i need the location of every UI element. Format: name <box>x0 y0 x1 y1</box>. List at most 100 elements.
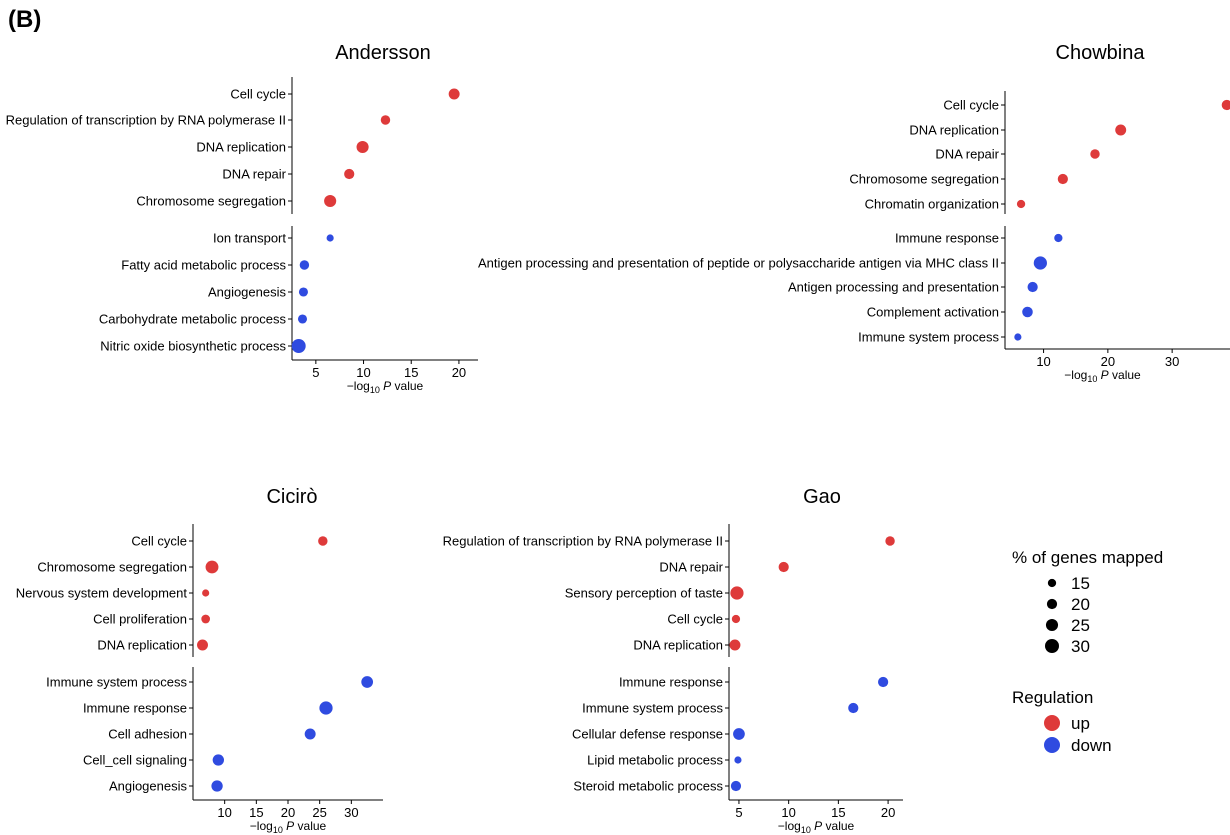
legend-color-dot <box>1044 737 1060 753</box>
x-tick-label: 20 <box>281 805 295 820</box>
term-label-down: Cell adhesion <box>108 727 187 742</box>
legend-size-label: 15 <box>1071 574 1090 593</box>
dot-down <box>326 234 334 242</box>
dot-up <box>730 586 744 600</box>
term-label-down: Immune response <box>619 675 723 690</box>
x-tick-label: 20 <box>881 805 895 820</box>
term-label-down: Antigen processing and presentation <box>788 280 999 295</box>
term-label-up: DNA replication <box>196 140 286 155</box>
dot-down <box>1027 281 1038 293</box>
x-tick-label: 10 <box>217 805 231 820</box>
term-label-down: Cell_cell signaling <box>83 753 187 768</box>
dot-up <box>448 88 460 100</box>
legend-size-dot <box>1046 598 1058 610</box>
term-label-down: Ion transport <box>213 231 286 246</box>
term-label-up: Sensory perception of taste <box>565 586 723 601</box>
term-label-down: Nitric oxide biosynthetic process <box>100 339 286 354</box>
x-tick-label: 5 <box>735 805 742 820</box>
dot-up <box>731 614 741 624</box>
term-label-down: Complement activation <box>867 305 999 320</box>
dot-up <box>380 115 391 125</box>
legend-color-label: down <box>1071 736 1112 755</box>
dot-up <box>885 536 895 546</box>
term-label-down: Fatty acid metabolic process <box>121 258 286 273</box>
dot-down <box>304 728 316 740</box>
term-label-up: Cell cycle <box>230 87 286 102</box>
term-label-up: Cell cycle <box>667 612 723 627</box>
x-axis-label: −log10 P value <box>347 379 424 395</box>
x-tick-label: 15 <box>249 805 263 820</box>
x-tick-label: 30 <box>344 805 358 820</box>
term-label-up: DNA replication <box>909 123 999 138</box>
x-axis-label: −log10 P value <box>250 819 327 835</box>
term-label-up: Cell cycle <box>943 98 999 113</box>
x-tick-label: 15 <box>404 365 418 380</box>
legend-size-title: % of genes mapped <box>1012 548 1163 567</box>
dot-down <box>319 701 333 715</box>
term-label-up: Nervous system development <box>16 586 188 601</box>
dot-up <box>1090 149 1100 159</box>
term-label-down: Antigen processing and presentation of p… <box>478 256 999 271</box>
dot-down <box>299 260 310 270</box>
dot-down <box>291 339 306 353</box>
dot-up <box>356 140 369 154</box>
term-label-down: Immune system process <box>582 701 723 716</box>
panel-title: Andersson <box>335 42 431 64</box>
x-tick-label: 25 <box>312 805 326 820</box>
term-label-down: Steroid metabolic process <box>573 779 723 794</box>
x-tick-label: 30 <box>1165 354 1179 369</box>
x-tick-label: 5 <box>312 365 319 380</box>
term-label-up: DNA repair <box>659 560 723 575</box>
dot-down <box>211 780 223 792</box>
term-label-up: Chromosome segregation <box>136 194 286 209</box>
x-tick-label: 10 <box>356 365 370 380</box>
dot-up <box>201 614 211 624</box>
x-tick-label: 20 <box>452 365 466 380</box>
legend-size-dot <box>1047 578 1057 588</box>
dot-up <box>1115 124 1127 136</box>
dot-up <box>1221 99 1230 111</box>
dot-down <box>848 702 859 714</box>
panel-title: Cicirò <box>266 486 317 508</box>
dot-down <box>1022 306 1033 318</box>
dot-up <box>202 589 210 597</box>
legend-size-label: 25 <box>1071 616 1090 635</box>
legend-size-label: 20 <box>1071 595 1090 614</box>
term-label-up: Regulation of transcription by RNA polym… <box>6 113 286 128</box>
legend-color-title: Regulation <box>1012 688 1093 707</box>
x-tick-label: 15 <box>831 805 845 820</box>
term-label-up: Cell cycle <box>131 534 187 549</box>
dot-up <box>729 639 741 651</box>
term-label-down: Immune response <box>895 231 999 246</box>
dot-up <box>324 194 337 208</box>
dot-down <box>734 756 742 764</box>
x-axis-label: −log10 P value <box>778 819 855 835</box>
dot-down <box>1014 333 1022 341</box>
term-label-down: Cellular defense response <box>572 727 723 742</box>
x-tick-label: 20 <box>1101 354 1115 369</box>
legend-size-dot <box>1045 618 1059 632</box>
dot-up <box>344 168 355 180</box>
dot-up <box>1016 199 1026 209</box>
panel-gao: Gao 5 10 15 20 −log10 P value Regulation of tr… <box>443 486 903 835</box>
legend-size-dot <box>1045 639 1059 653</box>
dot-down <box>298 287 308 297</box>
panel-andersson: Andersson 5 10 15 20 −log10 P value Cell cycle… <box>6 42 478 395</box>
dot-up <box>205 560 219 574</box>
term-label-up: DNA repair <box>935 147 999 162</box>
term-label-down: Lipid metabolic process <box>587 753 723 768</box>
legend-color-label: up <box>1071 714 1090 733</box>
term-label-up: DNA repair <box>222 167 286 182</box>
dot-down <box>1054 233 1063 243</box>
term-label-down: Immune system process <box>858 330 999 345</box>
term-label-down: Carbohydrate metabolic process <box>99 312 287 327</box>
dot-up <box>1057 173 1068 185</box>
dot-down <box>730 780 742 792</box>
panel-title: Gao <box>803 486 841 508</box>
dot-down <box>297 314 308 324</box>
term-label-up: Chromatin organization <box>865 197 999 212</box>
legend-size-label: 30 <box>1071 637 1090 656</box>
dot-down <box>733 728 745 740</box>
term-label-down: Immune response <box>83 701 187 716</box>
